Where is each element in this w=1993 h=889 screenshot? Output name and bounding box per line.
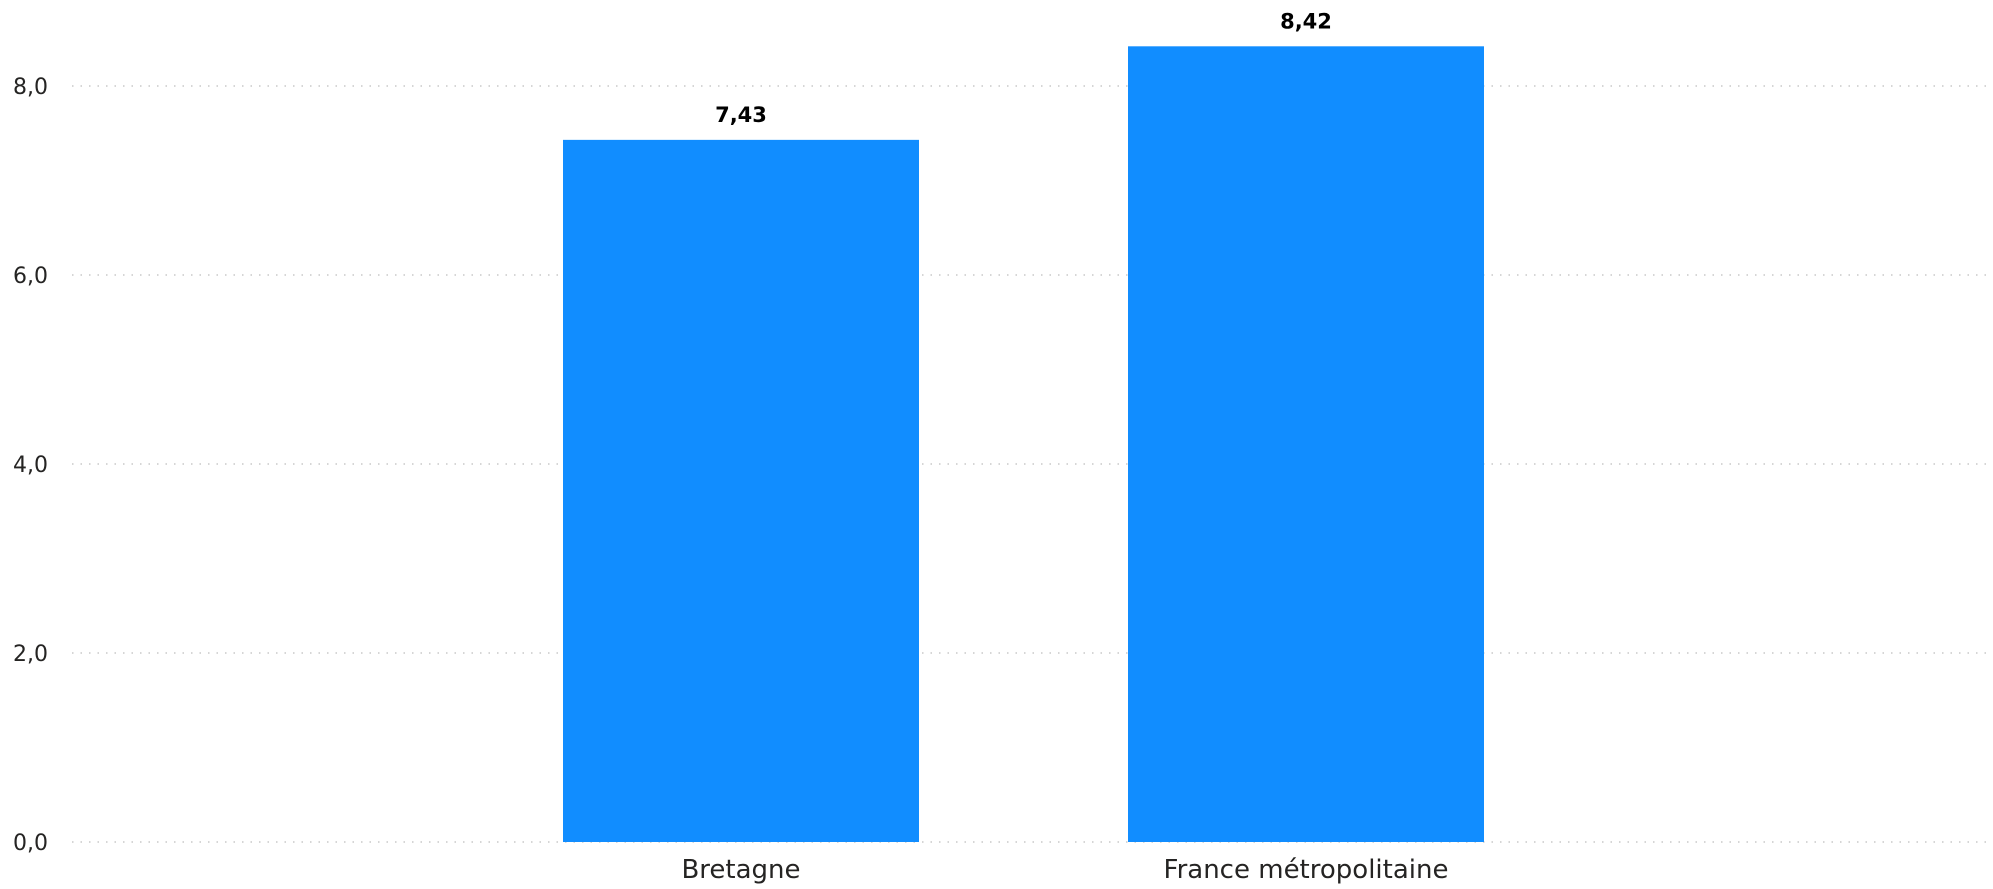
y-tick-label: 8,0 bbox=[13, 75, 48, 100]
x-category-label: France métropolitaine bbox=[1164, 855, 1449, 885]
data-labels: 7,43 8,42 bbox=[715, 9, 1332, 127]
gridlines bbox=[72, 85, 1990, 843]
bar bbox=[1128, 46, 1484, 843]
y-tick-label: 4,0 bbox=[13, 453, 48, 478]
y-tick-label: 6,0 bbox=[13, 264, 48, 289]
y-tick-label: 0,0 bbox=[13, 831, 48, 856]
bar bbox=[563, 139, 919, 843]
x-axis-categories: Bretagne France métropolitaine bbox=[681, 855, 1448, 885]
y-tick-label: 2,0 bbox=[13, 642, 48, 667]
bars bbox=[563, 46, 1484, 843]
data-label: 7,43 bbox=[715, 103, 767, 127]
y-axis-ticks: 0,0 2,0 4,0 6,0 8,0 bbox=[13, 75, 48, 856]
data-label: 8,42 bbox=[1280, 9, 1332, 33]
x-category-label: Bretagne bbox=[681, 855, 800, 885]
